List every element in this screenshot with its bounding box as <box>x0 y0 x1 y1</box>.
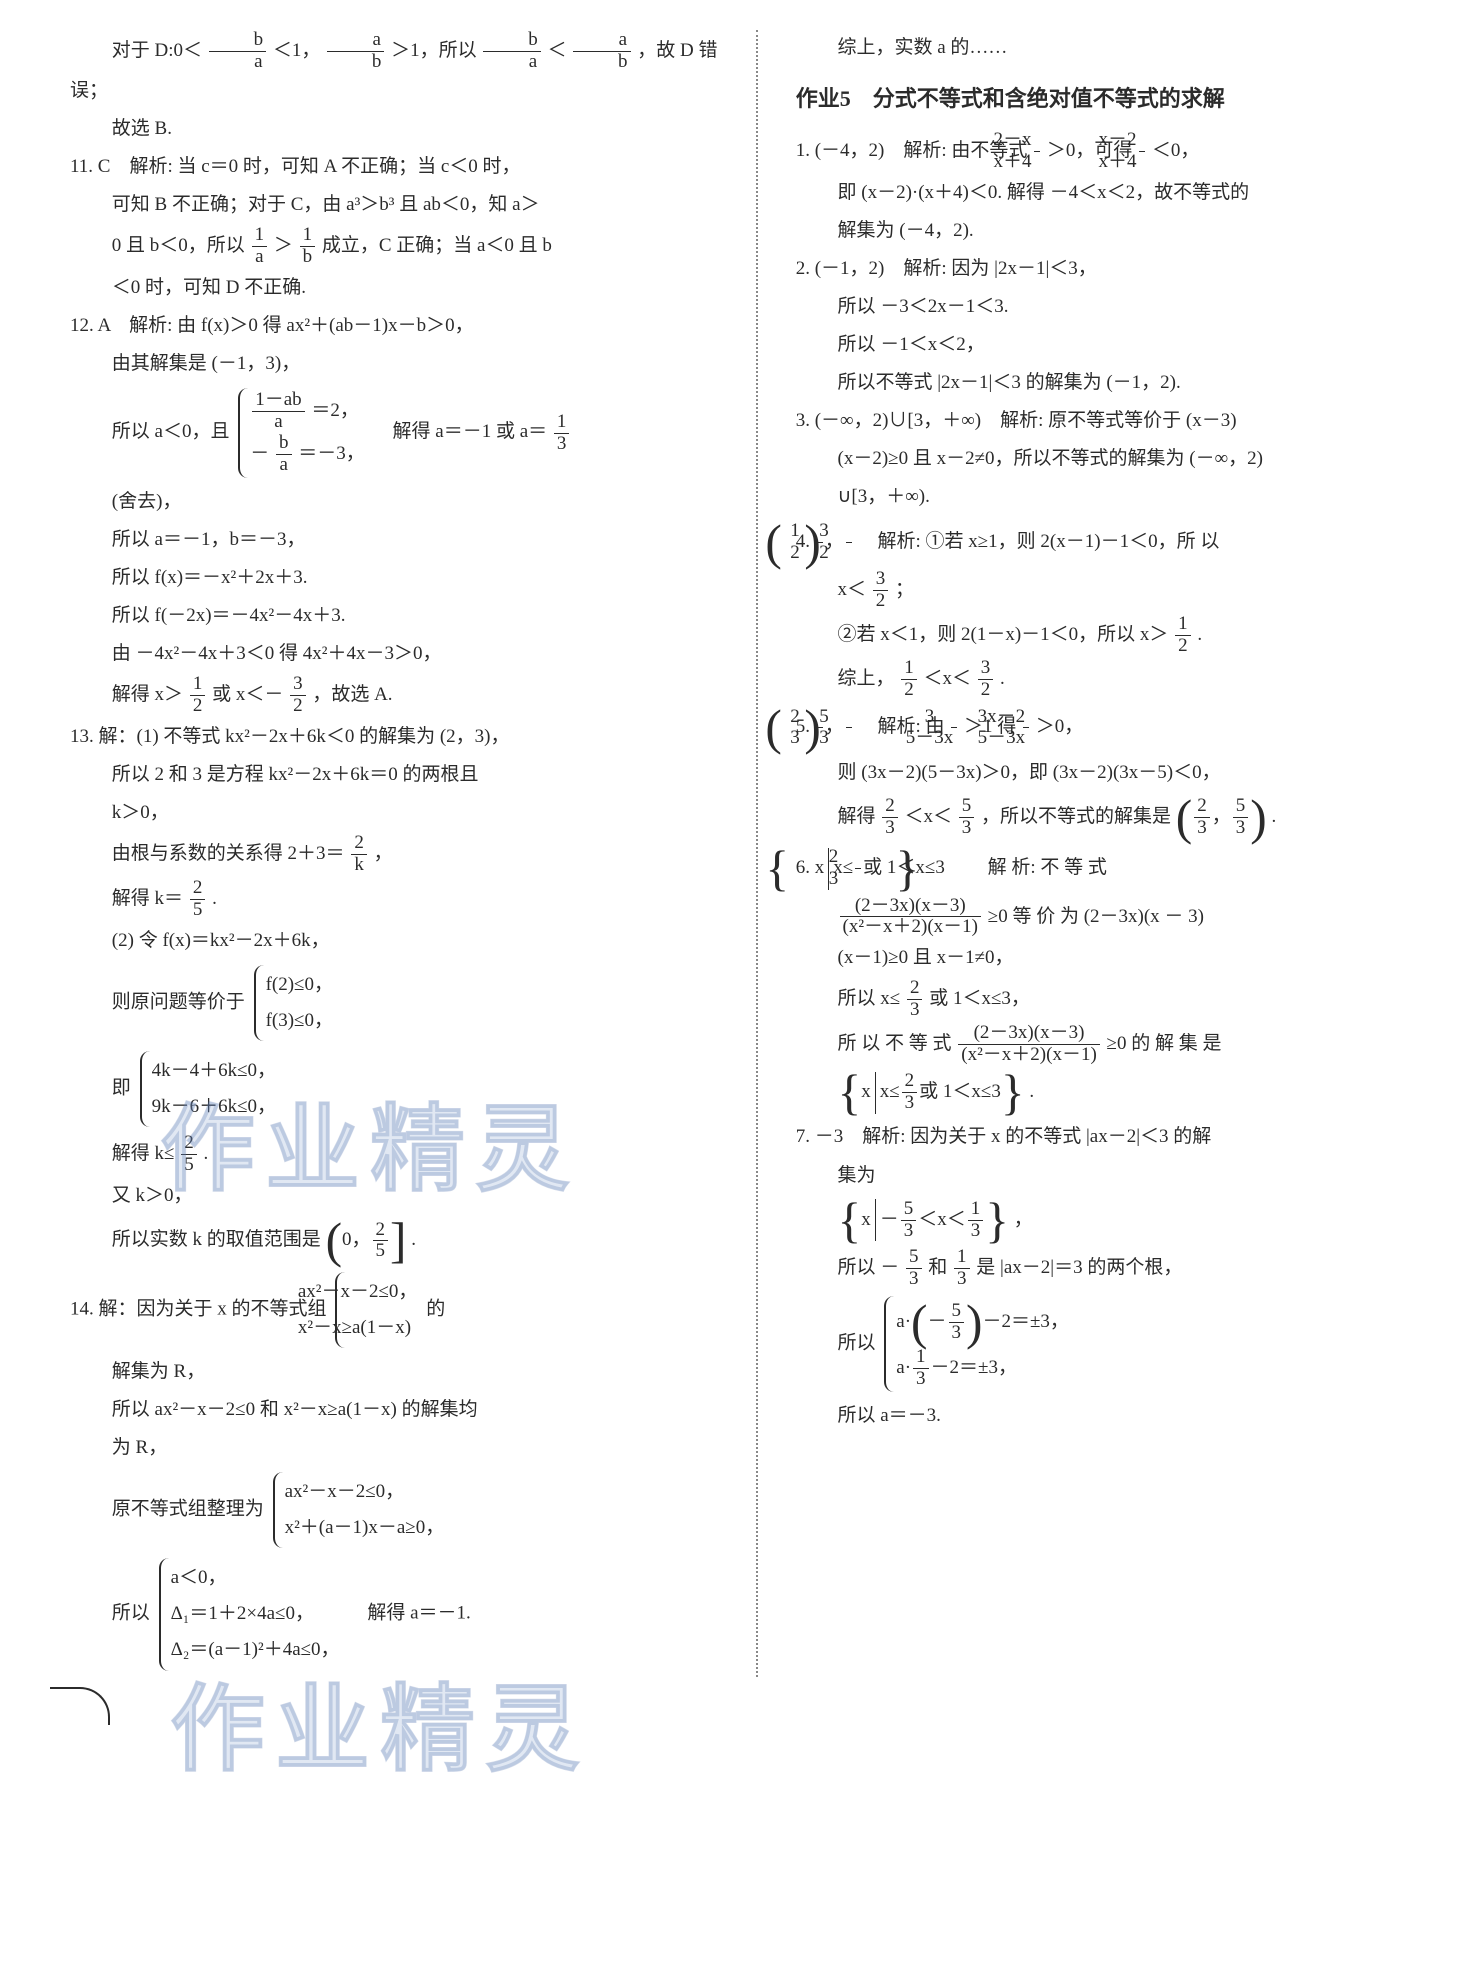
text-line: 所以 f(－2x)＝－4x²－4x＋3. <box>70 598 718 634</box>
text-line: 综上，实数 a 的…… <box>796 30 1418 66</box>
text-line: 所以 a＝－1，b＝－3， <box>70 522 718 558</box>
text-line: 所以 a＝－3. <box>796 1398 1418 1434</box>
text-line: 所以 －1＜x＜2， <box>796 327 1418 363</box>
text-line: 为 R， <box>70 1430 718 1466</box>
text-line: (x－2)≥0 且 x－2≠0，所以不等式的解集为 (－∞，2) <box>796 441 1418 477</box>
text-line: 0 且 b＜0，所以 1a ＞ 1b 成立，C 正确；当 a＜0 且 b <box>70 225 718 268</box>
text-line: 所以 a·(－53)－2＝±3， a·13－2＝±3， <box>796 1292 1418 1396</box>
text-line: 解得 k≤ 25 . <box>70 1133 718 1176</box>
text-line: 所以 ax²－x－2≤0 和 x²－x≥a(1－x) 的解集均 <box>70 1392 718 1428</box>
text-line: 由其解集是 (－1，3)， <box>70 346 718 382</box>
text-line: 解集为 R， <box>70 1354 718 1390</box>
text-line: 即 4k－4＋6k≤0， 9k－6＋6k≤0， <box>70 1047 718 1131</box>
text-line: 解集为 (－4，2). <box>796 213 1418 249</box>
item-14: 14. 解：因为关于 x 的不等式组 ax²－x－2≤0， x²－x≥a(1－x… <box>70 1268 718 1352</box>
text-line: 可知 B 不正确；对于 C，由 a³＞b³ 且 ab＜0，知 a＞ <box>70 187 718 223</box>
text-line: (2) 令 f(x)＝kx²－2x＋6k， <box>70 923 718 959</box>
text-line: 所以实数 k 的取值范围是 (0，25] . <box>70 1216 718 1265</box>
text-line: 所以 a＜0，且 1－aba ＝2， － ba ＝－3， 解得 a＝－1 或 a… <box>70 384 718 482</box>
item-12: 12. A 解析: 由 f(x)＞0 得 ax²＋(ab－1)x－b＞0， <box>70 308 718 344</box>
text-line: {xx≤23或 1＜x≤3} . <box>796 1068 1418 1117</box>
column-divider <box>756 30 758 1677</box>
text-line: 解得 23 ＜x＜ 53 ，所以不等式的解集是 (23，53) . <box>796 793 1418 842</box>
text-line: 又 k＞0， <box>70 1178 718 1214</box>
item-r2: 2. (－1，2) 解析: 因为 |2x－1|＜3， <box>796 251 1418 287</box>
text-line: {x－53＜x＜13} ， <box>796 1196 1418 1245</box>
text-line: 所以不等式 |2x－1|＜3 的解集为 (－1，2). <box>796 365 1418 401</box>
text-line: x＜ 32 ； <box>796 569 1418 612</box>
page-corner-decoration <box>50 1687 110 1725</box>
item-r6: 6. {xx≤23或 1＜x≤3} 解 析: 不 等 式 <box>796 844 1418 893</box>
item-r7: 7. －3 解析: 因为关于 x 的不等式 |ax－2|＜3 的解 <box>796 1119 1418 1155</box>
item-r3: 3. (－∞，2)∪[3，＋∞) 解析: 原不等式等价于 (x－3) <box>796 403 1418 439</box>
text-line: 所以 x≤ 23 或 1＜x≤3， <box>796 978 1418 1021</box>
left-column: 对于 D:0＜ ba ＜1， ab ＞1，所以 ba ＜ ab ，故 D 错误；… <box>70 30 718 1677</box>
text-line: 综上， 12 ＜x＜ 32 . <box>796 658 1418 701</box>
item-11: 11. C 解析: 当 c＝0 时，可知 A 不正确；当 c＜0 时， <box>70 149 718 185</box>
text-line: 对于 D:0＜ ba ＜1， ab ＞1，所以 ba ＜ ab ，故 D 错误； <box>70 30 718 109</box>
text-line: 由 －4x²－4x＋3＜0 得 4x²＋4x－3＞0， <box>70 636 718 672</box>
text-line: ②若 x＜1，则 2(1－x)－1＜0，所以 x＞ 12 . <box>796 614 1418 657</box>
item-r5: 5. (23，53) 解析: 由 35－3x ＞1 得 3x－25－3x ＞0， <box>796 703 1418 752</box>
text-line: (2－3x)(x－3)(x²－x＋2)(x－1) ≥0 等 价 为 (2－3x)… <box>796 896 1418 939</box>
text-line: 所以 －3＜2x－1＜3. <box>796 289 1418 325</box>
item-r4: 4. (12，32) 解析: ①若 x≥1，则 2(x－1)－1＜0，所 以 <box>796 518 1418 567</box>
text-line: 由根与系数的关系得 2＋3＝ 2k ， <box>70 833 718 876</box>
text-line: 即 (x－2)·(x＋4)＜0. 解得 －4＜x＜2，故不等式的 <box>796 175 1418 211</box>
text-line: 则 (3x－2)(5－3x)＞0，即 (3x－2)(3x－5)＜0， <box>796 755 1418 791</box>
text-line: 故选 B. <box>70 111 718 147</box>
text-line: ∪[3，＋∞). <box>796 479 1418 515</box>
text-line: ＜0 时，可知 D 不正确. <box>70 270 718 306</box>
text-line: 则原问题等价于 f(2)≤0， f(3)≤0， <box>70 961 718 1045</box>
item-r1: 1. (－4，2) 解析: 由不等式 2－xx＋4 ＞0，可得 x－2x＋4 ＜… <box>796 130 1418 173</box>
text-line: 原不等式组整理为 ax²－x－2≤0， x²＋(a－1)x－a≥0， <box>70 1468 718 1552</box>
text-line: 所以 f(x)＝－x²＋2x＋3. <box>70 560 718 596</box>
two-column-layout: 对于 D:0＜ ba ＜1， ab ＞1，所以 ba ＜ ab ，故 D 错误；… <box>70 30 1418 1677</box>
text-line: 所 以 不 等 式 (2－3x)(x－3)(x²－x＋2)(x－1) ≥0 的 … <box>796 1023 1418 1066</box>
text-line: k＞0， <box>70 795 718 831</box>
section-title: 作业5 分式不等式和含绝对值不等式的求解 <box>796 78 1418 120</box>
text-line: 解得 k＝ 25 . <box>70 878 718 921</box>
text-line: 所以 － 53 和 13 是 |ax－2|＝3 的两个根， <box>796 1247 1418 1290</box>
text-line: (x－1)≥0 且 x－1≠0， <box>796 940 1418 976</box>
item-13: 13. 解：(1) 不等式 kx²－2x＋6k＜0 的解集为 (2，3)， <box>70 719 718 755</box>
text-line: 解得 x＞ 12 或 x＜－ 32 ，故选 A. <box>70 674 718 717</box>
right-column: 综上，实数 a 的…… 作业5 分式不等式和含绝对值不等式的求解 1. (－4，… <box>796 30 1418 1677</box>
text-line: 所以 a＜0， Δ₁＝1＋2×4a≤0， Δ₂＝(a－1)²＋4a≤0， 解得 … <box>70 1554 718 1674</box>
text-line: 所以 2 和 3 是方程 kx²－2x＋6k＝0 的两根且 <box>70 757 718 793</box>
text-line: 集为 <box>796 1158 1418 1194</box>
text-line: (舍去)， <box>70 484 718 520</box>
